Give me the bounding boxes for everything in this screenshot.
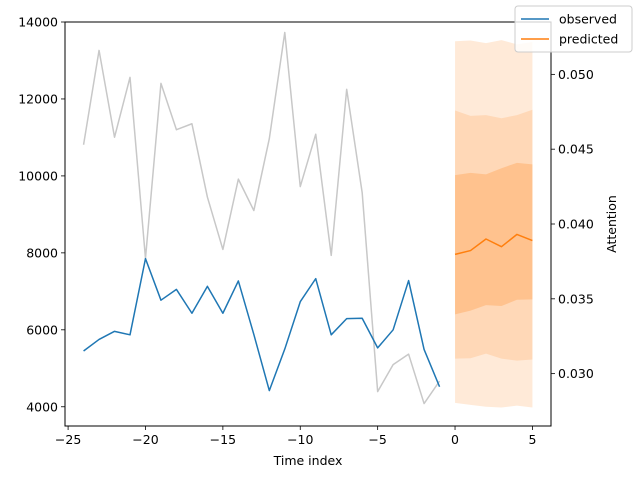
y-axis-right: 0.030 0.035 0.040 0.045 0.050 [551,67,594,381]
y2-tick-label: 0.040 [558,217,594,232]
y-tick-label: 12000 [18,91,58,106]
y2-tick-label: 0.035 [558,291,594,306]
x-tick-label: 0 [451,432,459,447]
legend-label-predicted: predicted [559,32,618,47]
y2-tick-label: 0.050 [558,67,594,82]
x-tick-label: −10 [287,432,313,447]
uncertainty-band-3 [455,162,533,315]
series-lines [82,31,533,405]
legend: observed predicted [514,5,633,53]
x-tick-label: −15 [210,432,236,447]
y2-tick-label: 0.045 [558,142,594,157]
attention-line [82,31,441,405]
y-tick-label: 8000 [26,245,58,260]
x-axis: −25 −20 −15 −10 −5 0 5 [55,426,536,447]
x-tick-label: −5 [368,432,386,447]
legend-box [514,5,633,53]
y2-axis-label: Attention [604,195,619,253]
uncertainty-band-1 [455,40,533,408]
x-tick-label: −20 [132,432,158,447]
y-tick-label: 6000 [26,322,58,337]
y-tick-label: 10000 [18,168,58,183]
uncertainty-band-2 [455,109,533,361]
y-axis-left: 4000 6000 8000 10000 12000 14000 [18,15,65,414]
observed-line [83,257,441,392]
x-tick-label: −25 [55,432,81,447]
x-tick-label: 5 [528,432,536,447]
x-axis-label: Time index [273,453,343,468]
predicted-line [454,233,533,256]
y-tick-label: 4000 [26,399,58,414]
legend-label-observed: observed [559,12,617,27]
y-tick-label: 14000 [18,15,58,30]
uncertainty-bands [455,40,533,408]
y2-tick-label: 0.030 [558,366,594,381]
